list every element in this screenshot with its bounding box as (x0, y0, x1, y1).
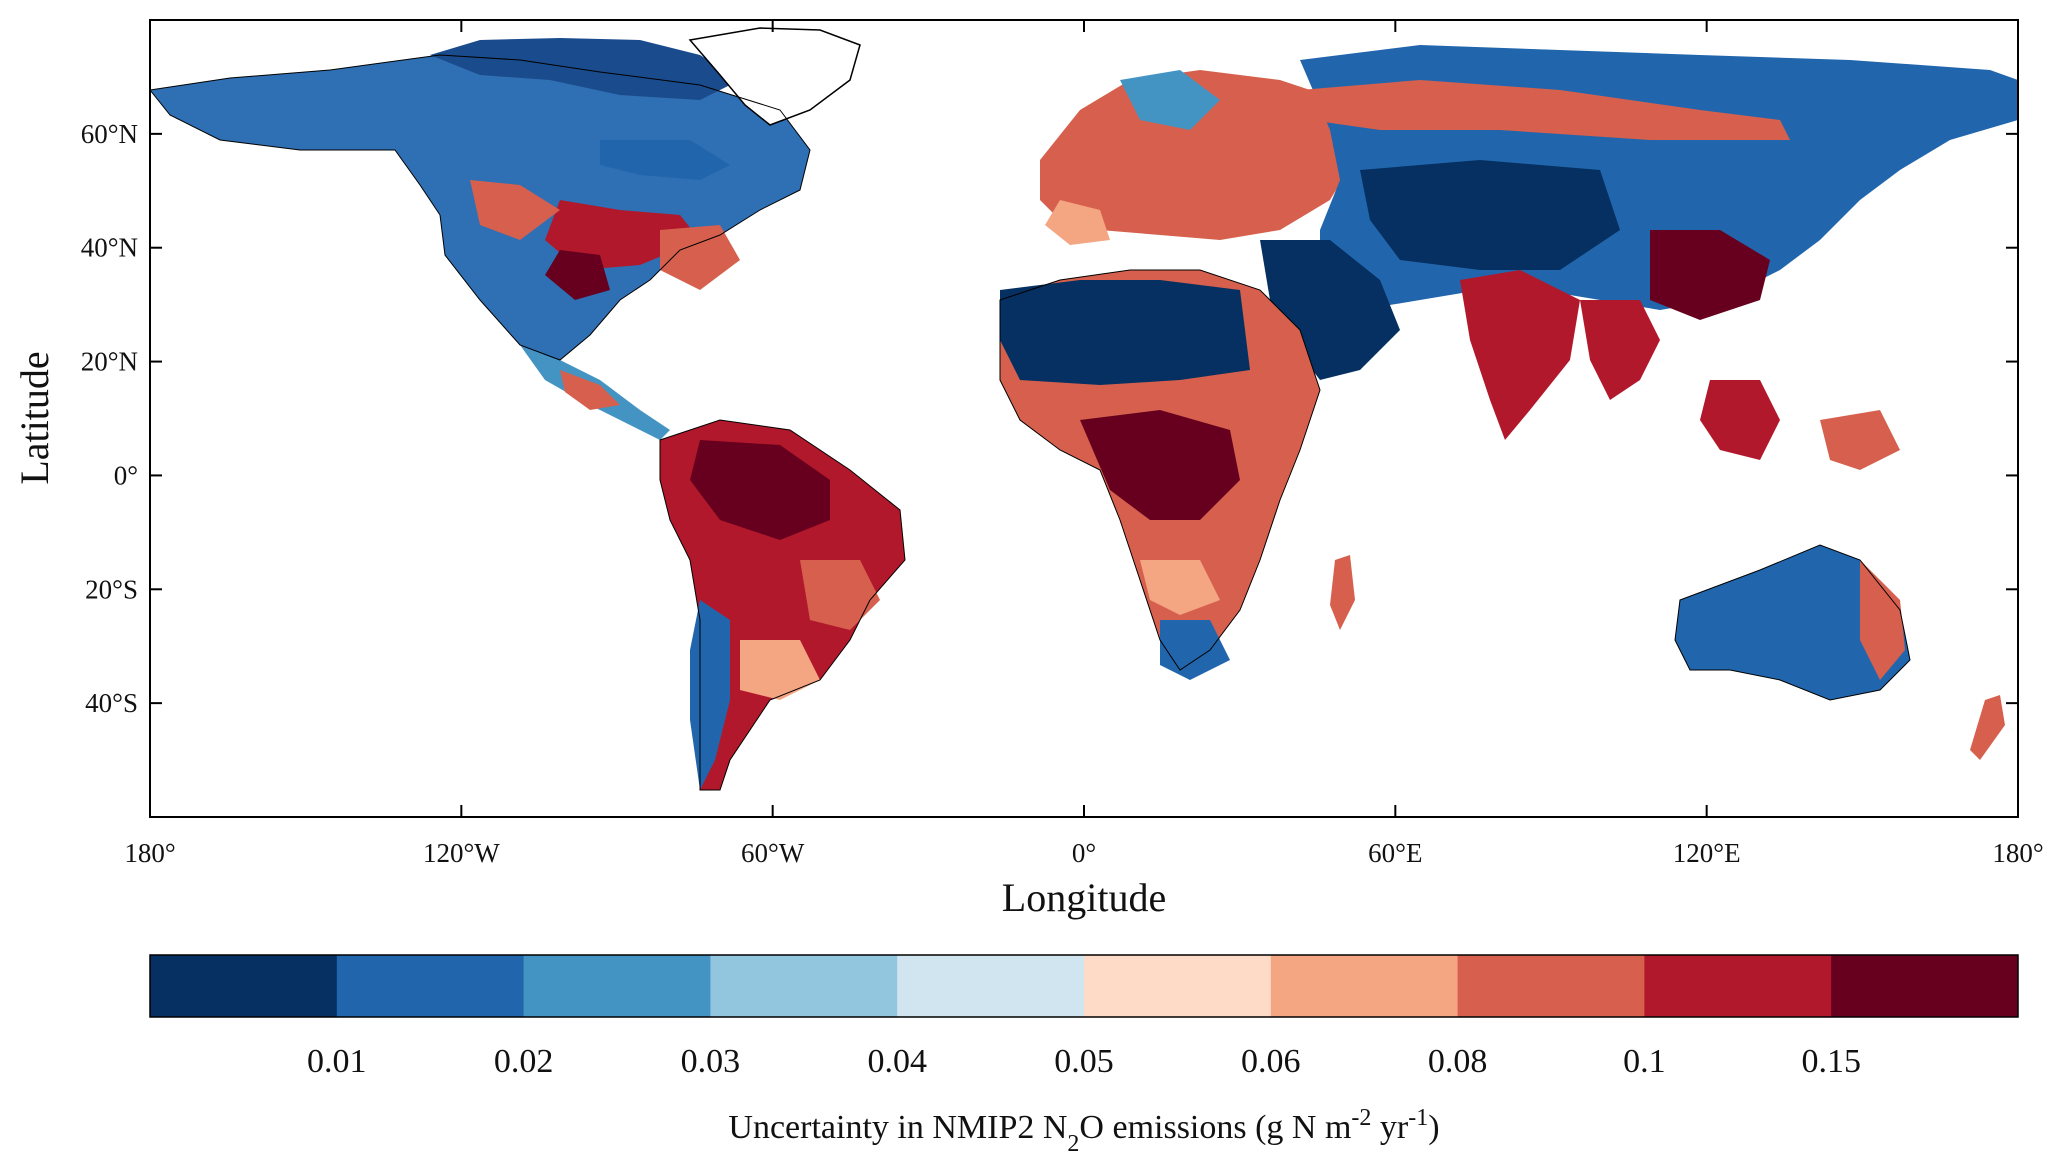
x-tick-label: 180° (124, 838, 175, 868)
colorbar-tick-label: 0.03 (681, 1043, 741, 1080)
x-axis-ticks: 180° 120°W 60°W 0° 60°E 120°E 180° (124, 20, 2044, 868)
colorbar-frame (149, 954, 2019, 1018)
colorbar-swatch (1084, 955, 1272, 1017)
landmass-greenland (688, 27, 861, 126)
colorbar-tick-labels: 0.01 0.02 0.03 0.04 0.05 0.06 0.08 0.1 0.15 (307, 1043, 1861, 1080)
colorbar-swatch (1644, 955, 1832, 1017)
colorbar-swatch (336, 955, 525, 1017)
x-tick-label: 180° (1992, 838, 2043, 868)
x-tick-label: 0° (1072, 838, 1096, 868)
colorbar-swatch (710, 955, 898, 1017)
colorbar-tick-label: 0.1 (1623, 1043, 1666, 1080)
colorbar (149, 954, 2019, 1018)
colorbar-tick-label: 0.05 (1054, 1043, 1114, 1080)
colorbar-tick-label: 0.01 (307, 1043, 367, 1080)
colorbar-swatch (1457, 955, 1645, 1017)
coastlines (150, 54, 1911, 791)
colorbar-tick-label: 0.06 (1241, 1043, 1301, 1080)
y-axis-ticks: 60°N 40°N 20°N 0° 20°S 40°S (81, 119, 2018, 718)
colorbar-swatch (150, 955, 338, 1017)
y-tick-label: 60°N (81, 119, 138, 149)
colorbar-swatch (1831, 955, 2019, 1017)
landmass-europe (1040, 70, 1360, 245)
x-tick-label: 120°W (423, 838, 500, 868)
x-axis-title: Longitude (1002, 875, 1166, 920)
x-tick-label: 60°W (741, 838, 805, 868)
y-axis-title: Latitude (12, 351, 57, 484)
landmass-central-america (520, 345, 670, 440)
colorbar-title: Uncertainty in NMIP2 N2O emissions (g N … (728, 1105, 1439, 1157)
colorbar-swatch (897, 955, 1085, 1017)
y-tick-label: 0° (114, 460, 138, 490)
landmass-africa (1000, 270, 1320, 680)
colorbar-tick-label: 0.02 (494, 1043, 554, 1080)
colorbar-tick-label: 0.04 (867, 1043, 927, 1080)
landmass-new-zealand (1970, 695, 2005, 760)
colorbar-swatch (523, 955, 711, 1017)
landmass-north-america (150, 38, 810, 360)
y-tick-label: 40°N (81, 233, 138, 263)
y-tick-label: 20°S (85, 574, 138, 604)
colorbar-tick-label: 0.08 (1428, 1043, 1488, 1080)
colorbar-swatch (1270, 955, 1459, 1017)
x-tick-label: 60°E (1368, 838, 1422, 868)
x-tick-label: 120°E (1673, 838, 1741, 868)
map-plot-area (150, 20, 2018, 817)
y-tick-label: 20°N (81, 347, 138, 377)
landmass-australia (1675, 545, 1910, 700)
landmass-asia (1300, 45, 2018, 470)
colorbar-tick-label: 0.15 (1801, 1043, 1861, 1080)
y-tick-label: 40°S (85, 688, 138, 718)
landmass-madagascar (1330, 555, 1355, 630)
